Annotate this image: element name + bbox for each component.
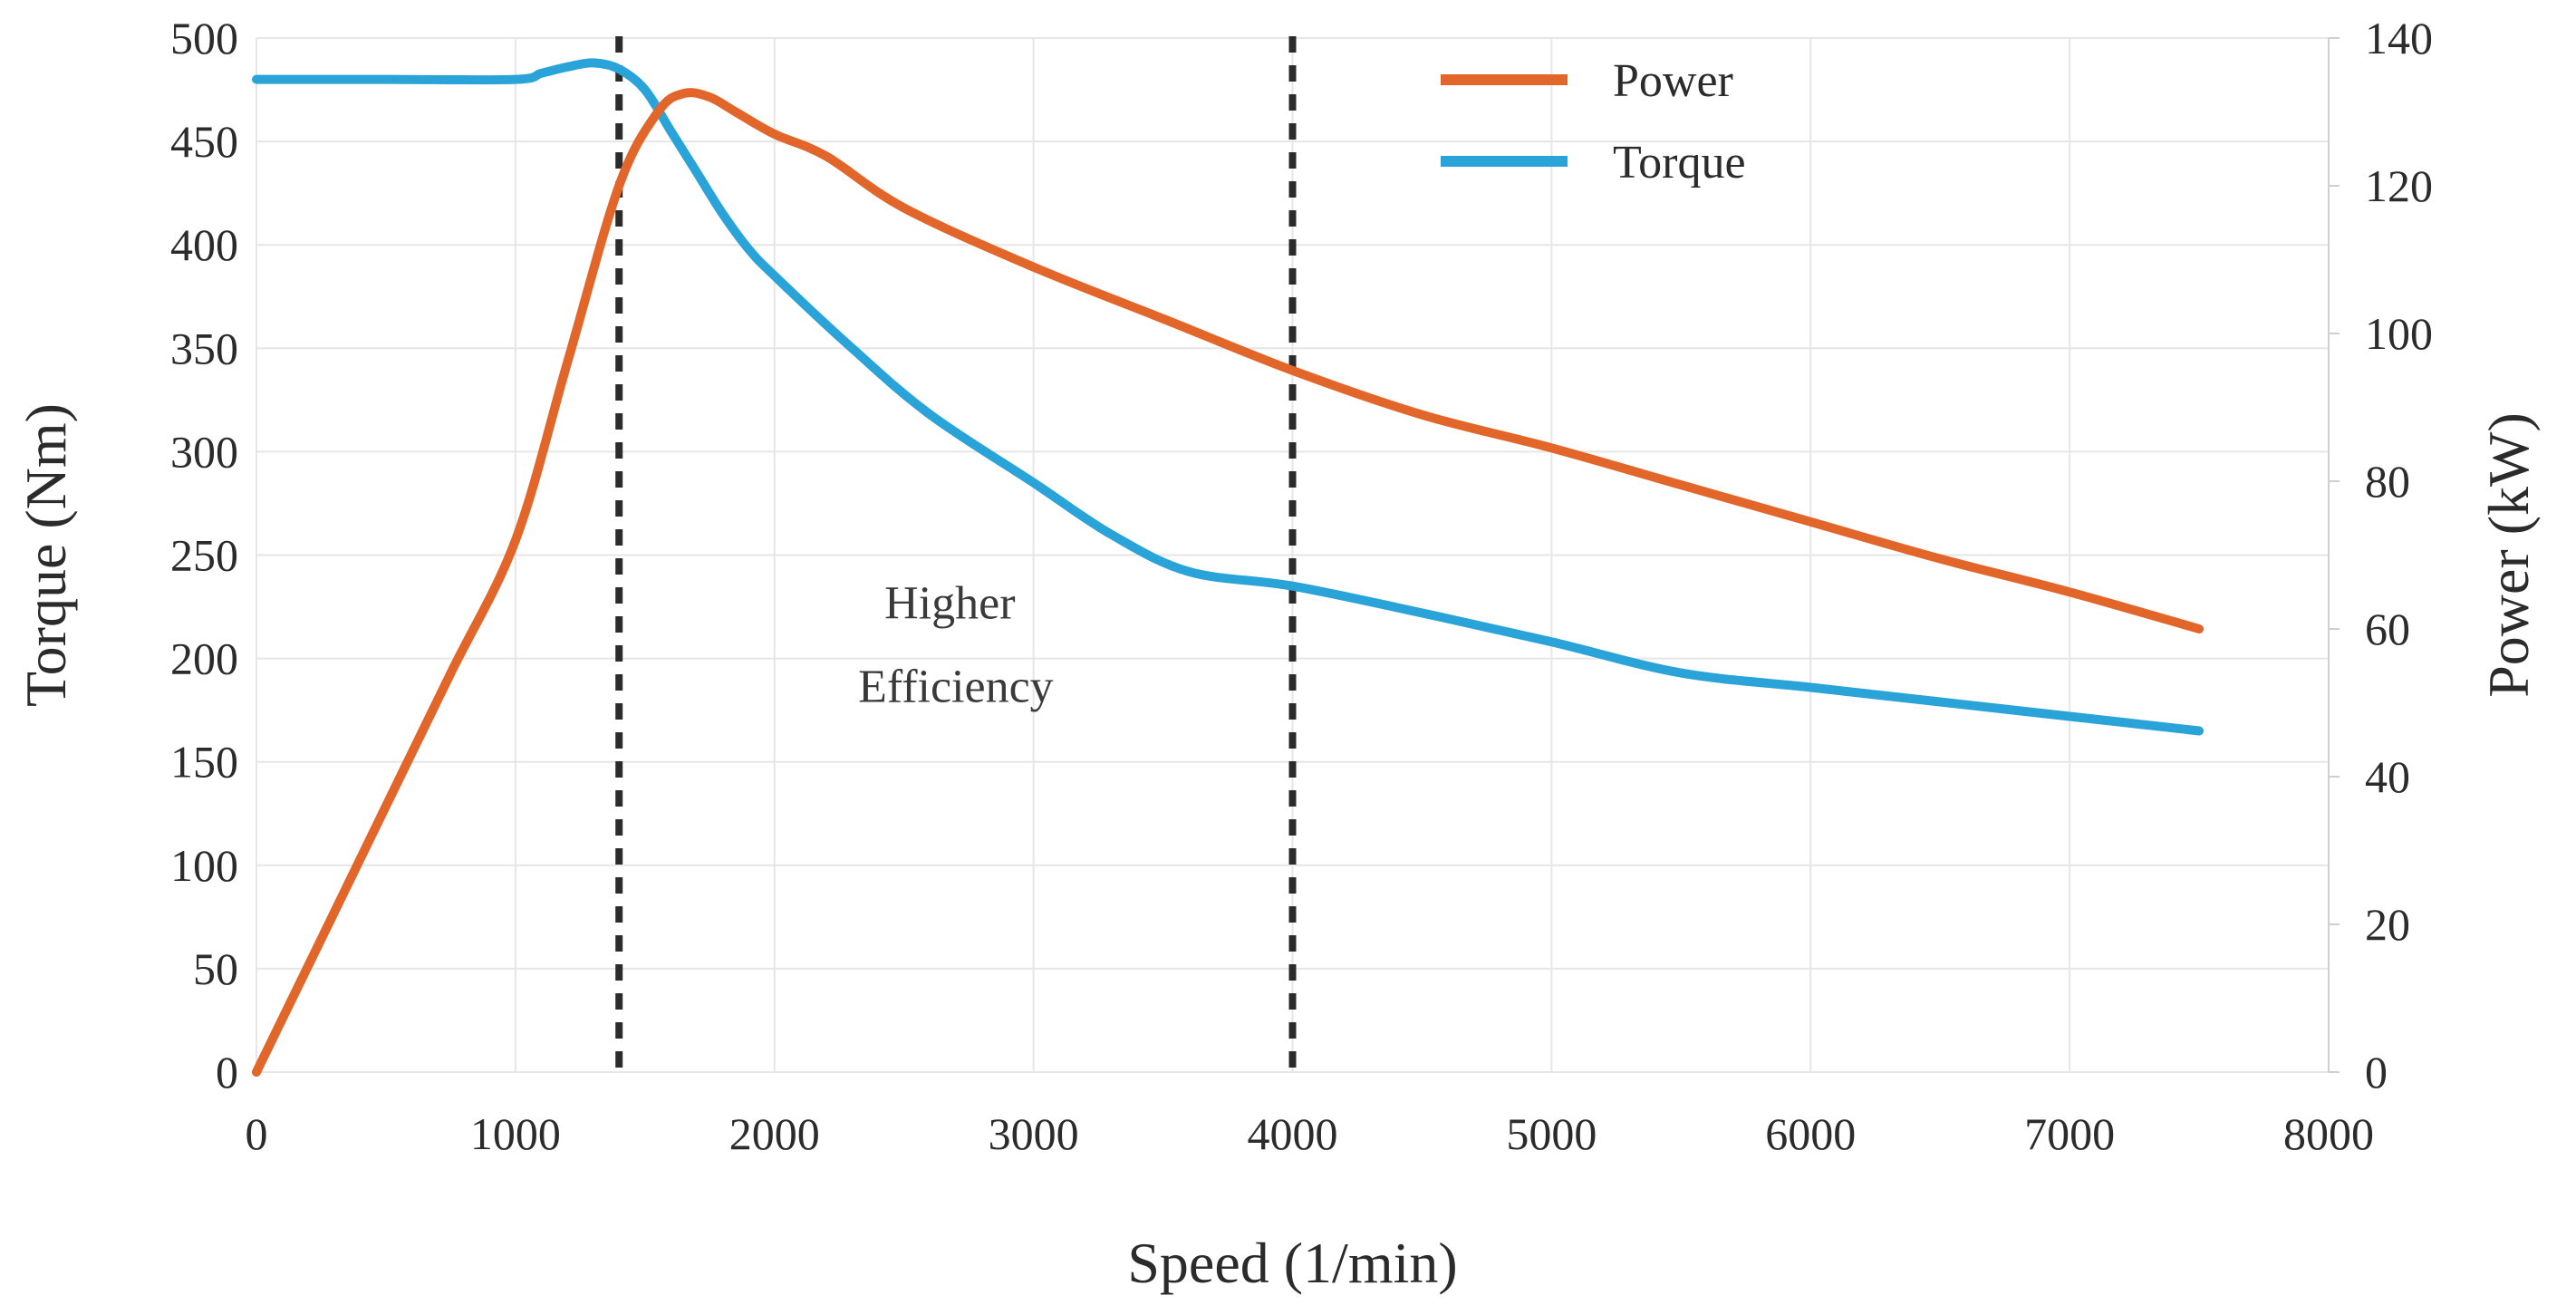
y-axis-title: Torque (Nm): [14, 403, 78, 707]
y2-tick-label-60: 60: [2365, 604, 2410, 654]
x-tick-label-1000: 1000: [470, 1108, 561, 1159]
x-tick-label-7000: 7000: [2024, 1108, 2115, 1159]
x-tick-label-5000: 5000: [1506, 1108, 1597, 1159]
legend-label-power: Power: [1613, 55, 1733, 107]
y-tick-label-350: 350: [170, 323, 238, 373]
x-tick-label-3000: 3000: [989, 1108, 1079, 1159]
y2-tick-label-40: 40: [2365, 751, 2410, 802]
annotation-line-2: Efficiency: [858, 661, 1054, 712]
y-tick-label-300: 300: [170, 426, 238, 477]
legend-label-torque: Torque: [1613, 137, 1746, 188]
annotation-higher-efficiency: Higher Efficiency: [858, 577, 1054, 712]
y-tick-label-0: 0: [216, 1047, 238, 1097]
series-line-power: [252, 88, 2205, 1077]
legend: Power Torque: [1441, 55, 1746, 188]
x-tick-label-0: 0: [246, 1108, 268, 1159]
series: [252, 58, 2205, 1077]
y2-tick-label-100: 100: [2365, 308, 2433, 359]
y-tick-label-100: 100: [170, 840, 238, 891]
grid: [256, 37, 2340, 1073]
y-tick-label-150: 150: [170, 737, 238, 788]
x-tick-label-2000: 2000: [729, 1108, 820, 1159]
annotation-line-1: Higher: [884, 577, 1015, 629]
y2-tick-label-20: 20: [2365, 899, 2410, 950]
y-tick-label-450: 450: [170, 116, 238, 167]
y-tick-label-250: 250: [170, 530, 238, 581]
x-tick-label-8000: 8000: [2283, 1108, 2374, 1159]
y-tick-label-200: 200: [170, 633, 238, 684]
series-line-torque: [252, 58, 2205, 736]
y2-axis-title: Power (kW): [2476, 412, 2541, 698]
y-tick-label-500: 500: [170, 13, 238, 63]
y-tick-label-400: 400: [170, 219, 238, 270]
y2-tick-label-140: 140: [2365, 13, 2433, 63]
x-tick-label-6000: 6000: [1765, 1108, 1856, 1159]
y2-tick-label-80: 80: [2365, 456, 2410, 507]
y-tick-label-50: 50: [193, 943, 238, 994]
x-tick-label-4000: 4000: [1248, 1108, 1338, 1159]
y2-tick-label-120: 120: [2365, 160, 2433, 211]
x-axis-title: Speed (1/min): [1127, 1231, 1457, 1295]
y2-tick-label-0: 0: [2365, 1047, 2388, 1097]
